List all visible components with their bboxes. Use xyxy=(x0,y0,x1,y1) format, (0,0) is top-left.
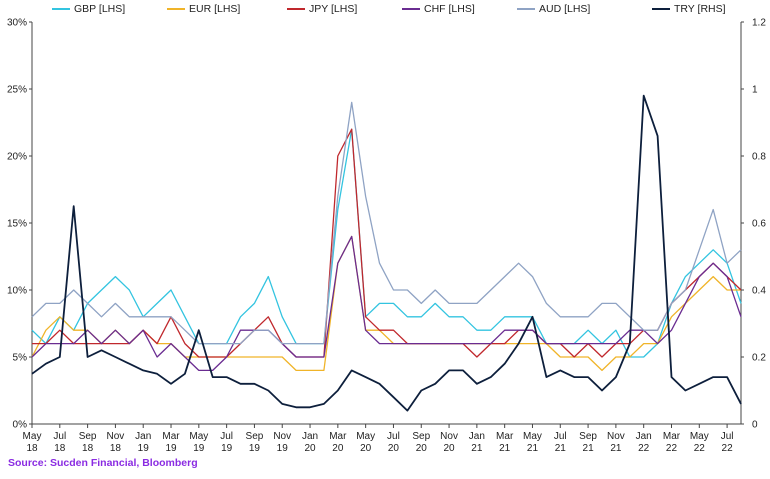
legend-label: TRY [RHS] xyxy=(674,3,726,15)
y-right-tick-label: 0 xyxy=(752,420,758,431)
x-tick-month: Sep xyxy=(246,431,264,442)
legend-swatch xyxy=(402,8,420,11)
y-left-tick-label: 25% xyxy=(7,85,27,96)
x-tick-year: 19 xyxy=(277,443,289,454)
x-tick-year: 19 xyxy=(165,443,177,454)
x-tick-year: 19 xyxy=(138,443,150,454)
legend-item: GBP [LHS] xyxy=(52,3,125,15)
x-tick-month: Nov xyxy=(440,431,458,442)
legend-item: CHF [LHS] xyxy=(402,3,475,15)
y-right-tick-label: 0.6 xyxy=(752,219,766,230)
x-tick-year: 20 xyxy=(443,443,455,454)
x-tick-year: 20 xyxy=(304,443,316,454)
x-tick-month: Jul xyxy=(554,431,567,442)
legend-label: AUD [LHS] xyxy=(539,3,591,15)
x-tick-year: 21 xyxy=(610,443,622,454)
legend-swatch xyxy=(652,8,670,11)
x-tick-year: 20 xyxy=(388,443,400,454)
legend-label: EUR [LHS] xyxy=(189,3,241,15)
x-tick-year: 20 xyxy=(416,443,428,454)
x-tick-month: Nov xyxy=(607,431,625,442)
x-tick-month: Sep xyxy=(412,431,430,442)
legend-label: CHF [LHS] xyxy=(424,3,475,15)
legend-swatch xyxy=(517,8,535,11)
x-tick-month: Jul xyxy=(53,431,66,442)
y-left-tick-label: 5% xyxy=(13,353,28,364)
series-line-try xyxy=(31,94,742,412)
y-left-tick-label: 30% xyxy=(7,18,27,29)
y-left-tick-label: 10% xyxy=(7,286,27,297)
x-tick-month: Mar xyxy=(329,431,347,442)
legend-item: TRY [RHS] xyxy=(652,3,726,15)
x-tick-year: 21 xyxy=(527,443,539,454)
y-left-tick-label: 20% xyxy=(7,152,27,163)
x-tick-month: May xyxy=(189,431,208,442)
source-note: Source: Sucden Financial, Bloomberg xyxy=(8,457,198,469)
x-tick-year: 21 xyxy=(583,443,595,454)
x-tick-year: 18 xyxy=(26,443,38,454)
x-tick-year: 20 xyxy=(332,443,344,454)
x-tick-month: May xyxy=(523,431,542,442)
x-tick-month: Mar xyxy=(162,431,180,442)
x-tick-month: Jan xyxy=(302,431,318,442)
y-right-tick-label: 1.2 xyxy=(752,18,766,29)
x-tick-month: Jul xyxy=(220,431,233,442)
x-tick-year: 19 xyxy=(193,443,205,454)
legend-swatch xyxy=(287,8,305,11)
legend-label: GBP [LHS] xyxy=(74,3,126,15)
x-tick-month: Mar xyxy=(496,431,514,442)
x-tick-year: 22 xyxy=(722,443,734,454)
legend-label: JPY [LHS] xyxy=(309,3,358,15)
x-tick-month: Jan xyxy=(135,431,151,442)
x-tick-month: Nov xyxy=(273,431,291,442)
legend-item: EUR [LHS] xyxy=(167,3,240,15)
legend-swatch xyxy=(52,8,70,11)
x-tick-month: May xyxy=(23,431,42,442)
x-tick-year: 22 xyxy=(638,443,650,454)
x-tick-month: Sep xyxy=(79,431,97,442)
x-tick-month: Jul xyxy=(721,431,734,442)
series-line-aud xyxy=(31,101,742,345)
x-tick-month: May xyxy=(356,431,375,442)
x-tick-year: 22 xyxy=(666,443,678,454)
y-right-tick-label: 0.4 xyxy=(752,286,766,297)
x-tick-year: 18 xyxy=(82,443,94,454)
x-tick-year: 19 xyxy=(249,443,261,454)
x-tick-year: 21 xyxy=(555,443,567,454)
x-tick-month: May xyxy=(690,431,709,442)
x-tick-month: Jan xyxy=(636,431,652,442)
x-tick-year: 21 xyxy=(499,443,511,454)
legend-swatch xyxy=(167,8,185,11)
y-left-tick-label: 15% xyxy=(7,219,27,230)
x-tick-month: Sep xyxy=(579,431,597,442)
x-tick-year: 20 xyxy=(360,443,372,454)
y-right-tick-label: 1 xyxy=(752,85,758,96)
y-right-tick-label: 0.2 xyxy=(752,353,766,364)
chart-legend: GBP [LHS] EUR [LHS] JPY [LHS] CHF [LHS] AUD … xyxy=(52,3,752,19)
legend-item: AUD [LHS] xyxy=(517,3,590,15)
y-right-tick-label: 0.8 xyxy=(752,152,766,163)
series-line-jpy xyxy=(32,128,742,358)
x-tick-month: Nov xyxy=(107,431,125,442)
y-left-tick-label: 0% xyxy=(13,420,28,431)
x-tick-year: 19 xyxy=(221,443,233,454)
x-tick-month: Mar xyxy=(663,431,681,442)
legend-item: JPY [LHS] xyxy=(287,3,357,15)
series-line-chf xyxy=(31,235,742,372)
x-tick-year: 18 xyxy=(54,443,66,454)
x-tick-month: Jan xyxy=(469,431,485,442)
x-tick-year: 21 xyxy=(471,443,483,454)
x-tick-month: Jul xyxy=(387,431,400,442)
x-tick-year: 18 xyxy=(110,443,122,454)
x-tick-year: 22 xyxy=(694,443,706,454)
